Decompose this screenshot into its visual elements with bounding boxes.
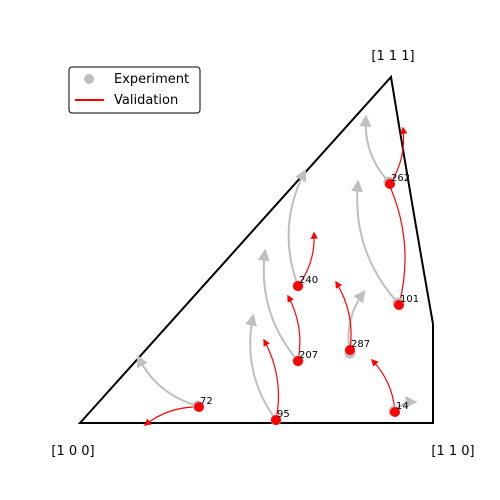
corner-label-bottom-left: [1 0 0]	[51, 444, 94, 459]
validation-point-101	[394, 300, 404, 310]
legend-experiment-marker	[84, 74, 94, 84]
orientation-262: 262	[359, 114, 410, 189]
corner-label-top: [1 1 1]	[371, 49, 414, 64]
validation-path-207	[287, 294, 301, 362]
validation-path-287	[335, 280, 352, 351]
validation-path-14	[371, 358, 396, 413]
orientation-95: 95	[245, 313, 290, 426]
validation-point-287	[345, 345, 355, 355]
experiment-path-240	[287, 168, 307, 287]
point-label-95: 95	[277, 409, 290, 420]
chart-marks: 72 95 207 240 287 101 262 14	[136, 114, 419, 426]
point-label-101: 101	[400, 294, 419, 305]
point-label-240: 240	[299, 275, 318, 286]
orientation-287: 287	[335, 280, 370, 359]
experiment-path-101	[351, 179, 399, 304]
experiment-path-95	[245, 313, 277, 421]
validation-point-72	[194, 402, 204, 412]
orientation-101: 101	[351, 178, 419, 310]
point-label-207: 207	[299, 350, 318, 361]
validation-point-207	[293, 356, 303, 366]
orientation-14: 14	[371, 358, 418, 417]
validation-point-14	[390, 407, 400, 417]
point-label-287: 287	[351, 339, 370, 350]
legend-box	[68, 66, 201, 114]
point-label-72: 72	[200, 396, 213, 407]
orientation-72: 72	[136, 354, 213, 426]
orientation-240: 240	[287, 168, 318, 292]
point-label-14: 14	[396, 401, 409, 412]
orientation-207: 207	[257, 248, 318, 367]
validation-path-95	[263, 338, 280, 421]
validation-path-101	[386, 178, 406, 306]
experiment-path-262	[359, 114, 390, 183]
legend: Experiment Validation	[68, 66, 201, 114]
legend-validation-label: Validation	[114, 93, 178, 108]
corner-label-bottom-right: [1 1 0]	[431, 444, 474, 459]
point-label-262: 262	[391, 173, 410, 184]
experiment-path-207	[257, 248, 299, 362]
validation-point-262	[385, 179, 395, 189]
triangle-outline	[77, 74, 435, 424]
validation-point-95	[271, 415, 281, 425]
experiment-path-72	[136, 354, 199, 407]
validation-point-240	[293, 281, 303, 291]
legend-experiment-label: Experiment	[114, 72, 189, 87]
